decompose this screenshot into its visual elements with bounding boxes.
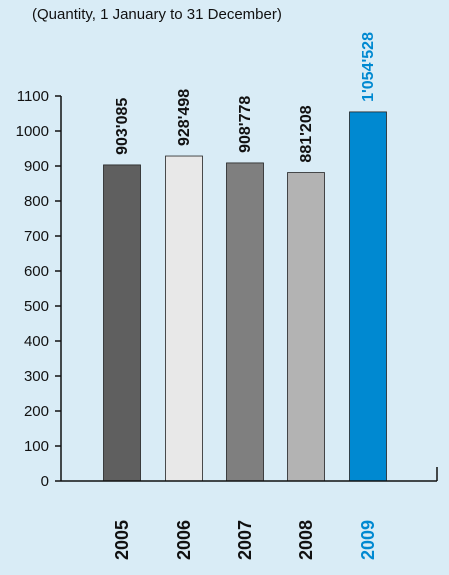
category-label-2006: 2006 <box>174 520 194 560</box>
y-tick-label: 1000 <box>16 123 49 140</box>
y-tick-label: 700 <box>24 228 49 245</box>
data-label-2006: 928'498 <box>176 89 193 146</box>
category-label-2008: 2008 <box>296 520 316 560</box>
category-label-2005: 2005 <box>112 520 132 560</box>
y-tick-label: 1100 <box>17 88 49 105</box>
bar-2009 <box>349 111 387 482</box>
bar-2008 <box>287 172 325 482</box>
y-tick-label: 900 <box>24 158 49 175</box>
y-tick-label: 100 <box>24 438 49 455</box>
y-tick-label: 0 <box>41 473 49 490</box>
y-tick-label: 200 <box>24 403 49 420</box>
category-label-2009: 2009 <box>358 520 378 560</box>
x-axis <box>61 467 438 482</box>
data-label-2009: 1'054'528 <box>360 32 377 102</box>
category-labels: 2005 2006 2007 2008 2009 <box>112 520 378 560</box>
chart-subtitle: (Quantity, 1 January to 31 December) <box>32 6 282 23</box>
y-tick-label: 300 <box>24 368 49 385</box>
bar-2007 <box>226 162 264 482</box>
y-tick-label: 800 <box>24 193 49 210</box>
y-tick-label: 400 <box>24 333 49 350</box>
bars <box>103 111 387 482</box>
bar-2005 <box>103 164 141 482</box>
y-tick-label: 600 <box>24 263 49 280</box>
y-axis: 0 100 200 300 400 500 600 700 800 900 1000 1100 <box>16 88 62 490</box>
data-label-2008: 881'208 <box>298 105 315 162</box>
data-label-2007: 908'778 <box>237 96 254 153</box>
bar-2006 <box>165 155 203 482</box>
data-labels: 903'085 928'498 908'778 881'208 1'054'528 <box>114 32 377 163</box>
y-tick-label: 500 <box>24 298 49 315</box>
data-label-2005: 903'085 <box>114 98 131 155</box>
category-label-2007: 2007 <box>235 520 255 560</box>
